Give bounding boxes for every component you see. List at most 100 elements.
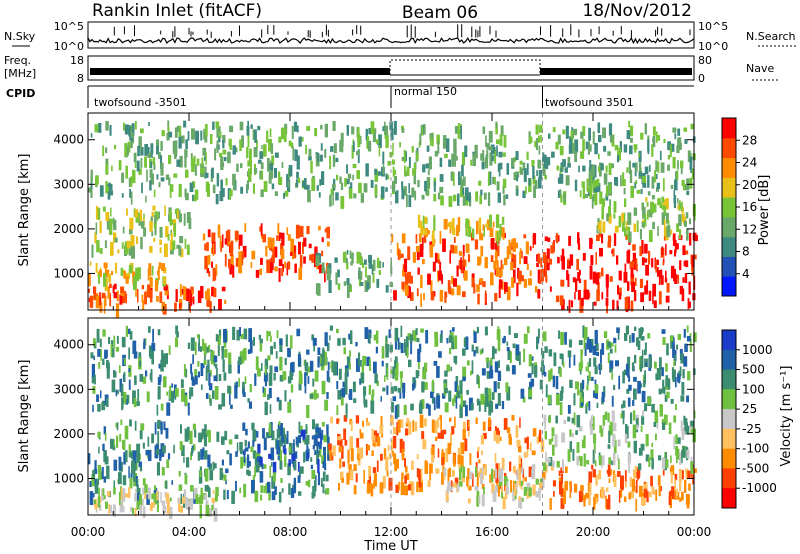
heatmap-cell xyxy=(212,184,216,194)
heatmap-cell xyxy=(465,225,468,237)
heatmap-cell xyxy=(677,160,679,170)
heatmap-cell xyxy=(316,185,319,191)
heatmap-cell xyxy=(268,490,271,501)
heatmap-cell xyxy=(657,270,661,277)
heatmap-cell xyxy=(640,188,643,194)
heatmap-cell xyxy=(141,294,144,303)
heatmap-cell xyxy=(481,494,485,507)
heatmap-cell xyxy=(420,328,424,333)
heatmap-cell xyxy=(576,456,580,466)
heatmap-cell xyxy=(628,120,630,128)
heatmap-cell xyxy=(574,151,578,162)
time-axis: 00:00 04:00 08:00 12:00 16:00 20:00 00:00 xyxy=(71,113,711,539)
heatmap-cell xyxy=(167,120,170,131)
heatmap-cell xyxy=(382,475,386,489)
heatmap-cell xyxy=(644,166,649,175)
heatmap-cell xyxy=(471,273,475,288)
heatmap-cell xyxy=(89,491,94,505)
heatmap-cell xyxy=(605,193,609,201)
heatmap-cell xyxy=(631,333,635,343)
heatmap-cell xyxy=(658,291,662,305)
heatmap-cell xyxy=(390,415,394,426)
heatmap-cell xyxy=(95,177,98,186)
heatmap-cell xyxy=(608,478,611,483)
heatmap-cell xyxy=(476,220,479,235)
heatmap-cell xyxy=(394,463,397,472)
heatmap-cell xyxy=(555,141,559,150)
heatmap-cell xyxy=(438,270,442,281)
heatmap-cell xyxy=(579,299,584,313)
heatmap-cell xyxy=(282,434,287,444)
heatmap-cell xyxy=(412,420,415,432)
heatmap-cell xyxy=(561,256,564,261)
heatmap-cell xyxy=(329,335,331,341)
heatmap-cell xyxy=(295,179,298,187)
heatmap-cell xyxy=(179,284,182,297)
heatmap-cell xyxy=(693,254,697,260)
heatmap-cell xyxy=(459,380,463,395)
heatmap-cell xyxy=(124,493,129,498)
heatmap-cell xyxy=(189,498,194,510)
heatmap-cell xyxy=(244,447,249,452)
heatmap-cell xyxy=(594,329,598,344)
heatmap-cell xyxy=(456,483,460,492)
heatmap-cell xyxy=(511,239,515,247)
heatmap-cell xyxy=(551,151,555,158)
heatmap-cell xyxy=(412,330,416,340)
heatmap-cell xyxy=(652,291,654,305)
heatmap-cell xyxy=(437,270,439,278)
heatmap-cell xyxy=(461,152,465,166)
heatmap-cell xyxy=(342,381,346,388)
heatmap-cell xyxy=(594,384,599,394)
heatmap-cell xyxy=(598,166,601,173)
heatmap-cell xyxy=(689,338,692,352)
heatmap-cell xyxy=(156,502,159,513)
colorbar-tick: 500 xyxy=(742,363,765,377)
heatmap-cell xyxy=(105,121,109,131)
heatmap-cell xyxy=(138,168,142,175)
colorbar-swatch xyxy=(722,448,736,469)
heatmap-cell xyxy=(337,283,341,290)
heatmap-cell xyxy=(413,163,417,172)
heatmap-cell xyxy=(339,458,342,469)
heatmap-cell xyxy=(397,255,400,261)
heatmap-cell xyxy=(466,476,469,487)
heatmap-cell xyxy=(539,482,543,491)
heatmap-cell xyxy=(582,165,586,172)
heatmap-cell xyxy=(218,404,222,410)
heatmap-cell xyxy=(167,500,170,514)
heatmap-cell xyxy=(658,272,661,285)
heatmap-cell xyxy=(177,497,180,504)
heatmap-cell xyxy=(259,471,264,483)
heatmap-cell xyxy=(314,127,318,137)
heatmap-cell xyxy=(113,283,117,290)
heatmap-cell xyxy=(245,428,248,436)
heatmap-cell xyxy=(651,144,654,157)
heatmap-cell xyxy=(489,371,492,379)
heatmap-cell xyxy=(286,262,289,276)
heatmap-cell xyxy=(521,466,524,475)
heatmap-cell xyxy=(350,182,353,194)
heatmap-cell xyxy=(275,351,278,359)
heatmap-cell xyxy=(271,491,276,501)
heatmap-cell xyxy=(616,255,619,265)
heatmap-cell xyxy=(404,165,406,176)
heatmap-cell xyxy=(355,473,358,483)
heatmap-cell xyxy=(293,481,297,494)
heatmap-cell xyxy=(118,456,122,471)
heatmap-cell xyxy=(357,149,360,164)
heatmap-cell xyxy=(468,226,472,238)
heatmap-cell xyxy=(571,417,575,424)
heatmap-cell xyxy=(382,387,386,392)
heatmap-cell xyxy=(416,250,420,261)
heatmap-cell xyxy=(486,219,490,231)
heatmap-cell xyxy=(95,206,98,220)
heatmap-cell xyxy=(178,213,182,223)
heatmap-cell xyxy=(119,433,122,442)
heatmap-cell xyxy=(464,438,468,452)
heatmap-cell xyxy=(90,176,93,189)
heatmap-cell xyxy=(634,326,637,331)
heatmap-cell xyxy=(121,242,124,249)
heatmap-cell xyxy=(252,429,257,442)
heatmap-cell xyxy=(216,173,219,187)
